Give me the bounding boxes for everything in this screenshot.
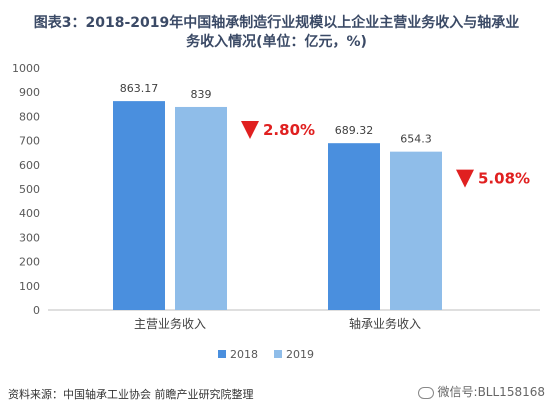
chart-title-line1: 图表3：2018-2019年中国轴承制造行业规模以上企业主营业务收入与轴承业: [33, 15, 520, 31]
y-tick-label: 900: [19, 86, 40, 99]
watermark-text: 微信号:BLL158168: [437, 385, 545, 399]
data-label: 654.3: [400, 133, 432, 146]
data-label: 863.17: [120, 82, 159, 95]
legend-swatch-2019: [274, 350, 282, 358]
source-note: 资料来源：中国轴承工业协会 前瞻产业研究院整理: [8, 388, 254, 401]
y-tick-label: 400: [19, 207, 40, 220]
chart-title-line2: 务收入情况(单位：亿元，%): [186, 34, 367, 50]
x-tick-label: 轴承业务收入: [349, 316, 421, 331]
y-tick-label: 100: [19, 280, 40, 293]
wechat-icon: [417, 386, 434, 399]
wechat-watermark: 微信号:BLL158168: [417, 383, 545, 400]
legend-label: 2018: [230, 348, 258, 361]
chart-title: 图表3：2018-2019年中国轴承制造行业规模以上企业主营业务收入与轴承业 务…: [0, 14, 553, 52]
decline-annotation: 5.08%: [478, 170, 530, 188]
decline-annotation: 2.80%: [263, 121, 315, 139]
y-tick-label: 500: [19, 183, 40, 196]
bar-2018-1: [113, 101, 165, 311]
decline-arrow-icon: [241, 120, 259, 139]
legend-swatch-2018: [218, 350, 226, 358]
y-tick-label: 700: [19, 135, 40, 148]
decline-arrow-icon: [456, 169, 474, 188]
data-label: 689.32: [335, 124, 374, 137]
y-tick-label: 300: [19, 231, 40, 244]
y-tick-label: 800: [19, 110, 40, 123]
y-tick-label: 600: [19, 159, 40, 172]
bar-2019-1: [175, 106, 227, 310]
legend-label: 2019: [286, 348, 314, 361]
y-tick-label: 1000: [12, 62, 40, 75]
bar-2018-2: [328, 143, 380, 310]
y-tick-label: 200: [19, 256, 40, 269]
y-tick-label: 0: [33, 304, 40, 317]
data-label: 839: [191, 88, 212, 101]
x-tick-label: 主营业务收入: [134, 316, 206, 331]
bar-2019-2: [390, 151, 442, 310]
